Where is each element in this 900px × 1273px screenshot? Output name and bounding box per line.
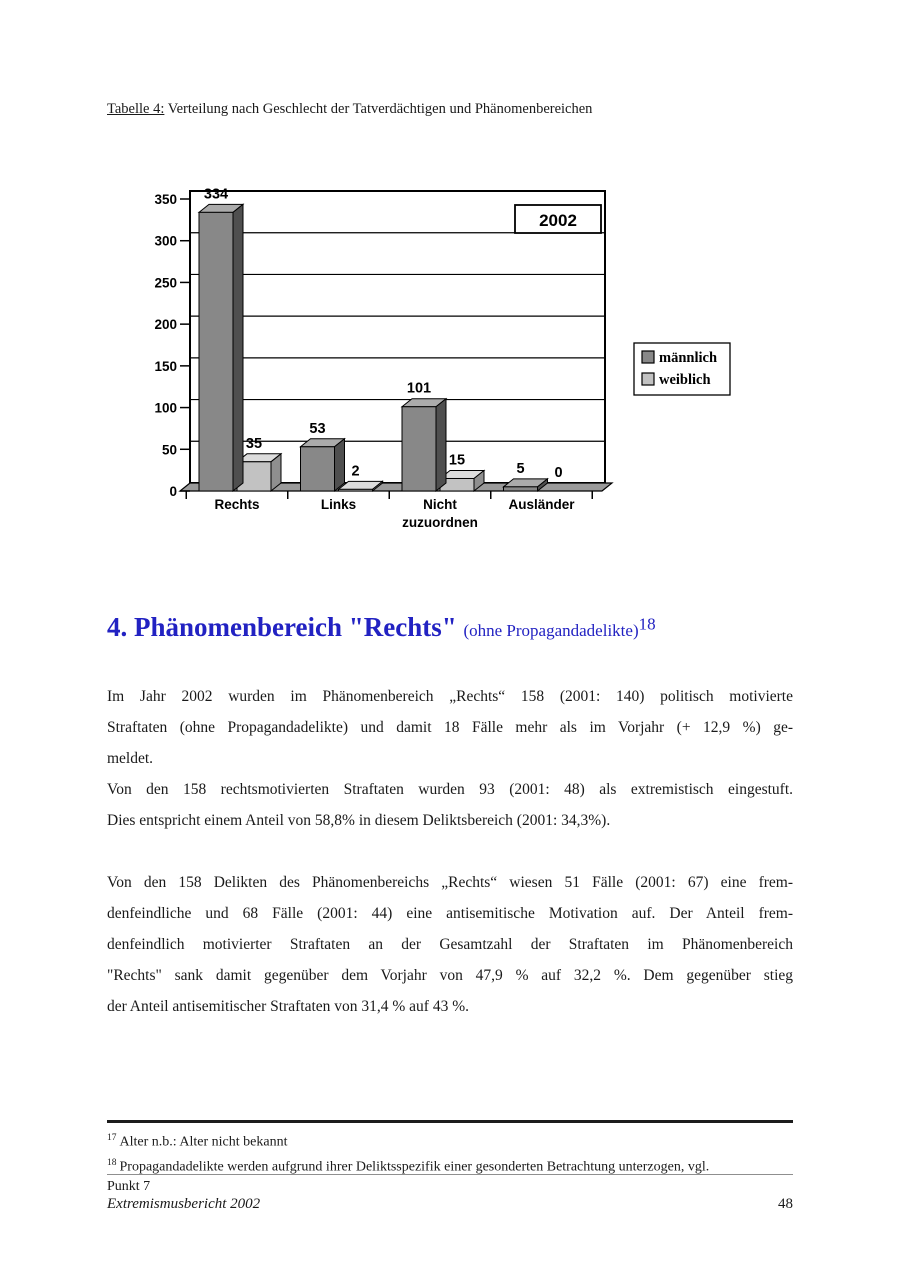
bar-maennlich-1-front <box>300 446 335 492</box>
bar-maennlich-0-side <box>232 203 244 493</box>
y-tick-label-100: 100 <box>154 401 177 416</box>
footnote-17-text-1: Alter n.b.: Alter nicht bekannt <box>119 1134 288 1150</box>
footer-divider <box>107 1174 793 1175</box>
footer-page-number: 48 <box>778 1196 793 1212</box>
paragraph-1-line-1: Im Jahr 2002 wurden im Phänomenbereich „… <box>107 688 793 705</box>
value-label-maennlich-0: 334 <box>204 186 228 202</box>
footnote-17-marker: 17 <box>107 1133 117 1143</box>
section-heading: 4. Phänomenbereich "Rechts" (ohne Propag… <box>107 612 847 643</box>
bar-weiblich-1-front <box>338 488 373 492</box>
y-tick-label-350: 350 <box>154 192 177 207</box>
chart-title-box <box>514 204 602 234</box>
bar-maennlich-0-front <box>198 211 234 492</box>
paragraph-1-line-2: Straftaten (ohne Propagandadelikte) und … <box>107 719 793 736</box>
value-label-maennlich-2: 101 <box>407 381 431 397</box>
bar-maennlich-3-front <box>503 486 538 492</box>
legend-swatch-weiblich <box>641 372 655 386</box>
table-caption: Tabelle 4: Verteilung nach Geschlecht de… <box>107 101 592 118</box>
section-heading-main: 4. Phänomenbereich "Rechts" <box>107 612 464 642</box>
value-label-weiblich-0: 35 <box>246 436 262 452</box>
section-heading-footnote-ref: 18 <box>638 614 656 634</box>
paragraph-3-line-5: der Anteil antisemitischer Straftaten vo… <box>107 998 470 1015</box>
footnote-divider <box>107 1120 793 1123</box>
paragraph-3-line-1: Von den 158 Delikten des Phänomenbereich… <box>107 874 793 891</box>
y-tick-label-300: 300 <box>154 234 177 249</box>
legend-label-weiblich: weiblich <box>659 372 711 388</box>
y-tick-label-150: 150 <box>154 359 177 374</box>
category-label-2-1: zuzuordnen <box>402 515 478 530</box>
paragraph-1-line-3: meldet. <box>107 750 154 767</box>
paragraph-2-line-2: Dies entspricht einem Anteil von 58,8% i… <box>107 812 611 829</box>
footnote-17: 17 Alter n.b.: Alter nicht bekannt <box>107 1128 793 1153</box>
footnote-18-text-2: Punkt 7 <box>107 1179 151 1195</box>
category-label-0-0: Rechts <box>214 497 259 512</box>
paragraph-2-line-1: Von den 158 rechtsmotivierten Straftaten… <box>107 781 793 798</box>
y-tick-label-200: 200 <box>154 317 177 332</box>
footnote-18: 18 Propagandadelikte werden aufgrund ihre… <box>107 1153 793 1198</box>
category-label-3-0: Ausländer <box>508 497 575 512</box>
y-tick-label-250: 250 <box>154 275 177 290</box>
footnotes: 17 Alter n.b.: Alter nicht bekannt 18 Propa… <box>107 1128 793 1197</box>
value-label-maennlich-3: 5 <box>516 461 524 477</box>
category-label-1-0: Links <box>321 497 356 512</box>
footer-report-title: Extremismusbericht 2002 <box>107 1196 261 1212</box>
paragraph-3-line-4: "Rechts" sank damit gegenüber dem Vorjah… <box>107 967 793 984</box>
paragraph-3: Von den 158 Delikten des Phänomenbereich… <box>107 867 793 1022</box>
gender-distribution-bar-chart: 0 50 100 150 200 250 300 350 334 35 53 2 101 15 5 0 Rech… <box>150 183 750 553</box>
bar-maennlich-2-front <box>401 406 437 492</box>
caption-text: Verteilung nach Geschlecht der Tatverdäc… <box>164 101 593 117</box>
chart-title-text: 2002 <box>539 211 577 230</box>
section-heading-suffix: (ohne Propagandadelikte) <box>463 621 639 640</box>
y-tick-label-0: 0 <box>169 484 177 499</box>
value-label-weiblich-3: 0 <box>554 465 562 481</box>
value-label-weiblich-1: 2 <box>351 463 359 479</box>
paragraph-3-line-2: denfeindliche und 68 Fälle (2001: 44) ei… <box>107 905 793 922</box>
footnote-18-marker: 18 <box>107 1157 117 1168</box>
paragraph-2: Von den 158 rechtsmotivierten Straftaten… <box>107 774 793 836</box>
legend-swatch-männlich <box>641 350 655 364</box>
page-footer: Extremismusbericht 2002 48 <box>107 1196 793 1213</box>
y-tick-label-50: 50 <box>162 442 177 457</box>
body-paragraphs: Im Jahr 2002 wurden im Phänomenbereich „… <box>107 681 793 1022</box>
footnote-18-text-1: Propagandadelikte werden aufgrund ihrer … <box>119 1159 710 1175</box>
value-label-weiblich-2: 15 <box>449 452 465 468</box>
caption-label: Tabelle 4: <box>107 101 165 117</box>
bar-maennlich-2-side <box>435 397 447 493</box>
bar-maennlich-1-side <box>334 437 345 493</box>
paragraph-3-line-3: denfeindlich motivierter Straftaten an d… <box>107 936 793 953</box>
chart-plot-area <box>189 190 606 484</box>
legend-label-männlich: männlich <box>659 350 717 366</box>
value-label-maennlich-1: 53 <box>309 421 325 437</box>
paragraph-1: Im Jahr 2002 wurden im Phänomenbereich „… <box>107 681 793 774</box>
category-label-2-0: Nicht <box>423 497 457 512</box>
